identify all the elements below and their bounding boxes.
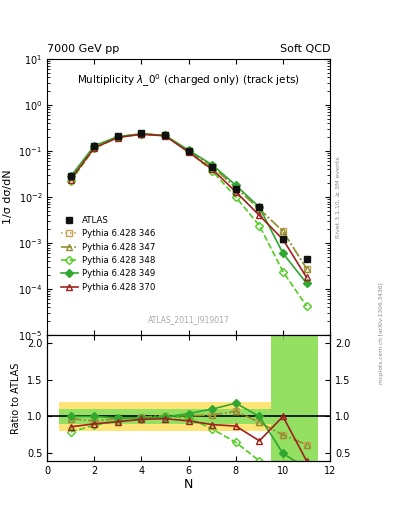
X-axis label: N: N: [184, 478, 193, 492]
Y-axis label: 1/σ dσ/dN: 1/σ dσ/dN: [2, 169, 13, 224]
Legend: ATLAS, Pythia 6.428 346, Pythia 6.428 347, Pythia 6.428 348, Pythia 6.428 349, P: ATLAS, Pythia 6.428 346, Pythia 6.428 34…: [57, 212, 159, 295]
Text: Soft QCD: Soft QCD: [280, 44, 330, 54]
Text: mcplots.cern.ch [arXiv:1306.3436]: mcplots.cern.ch [arXiv:1306.3436]: [379, 282, 384, 383]
Text: Rivet 3.1.10, ≥ 3M events: Rivet 3.1.10, ≥ 3M events: [336, 156, 341, 238]
Text: ATLAS_2011_I919017: ATLAS_2011_I919017: [148, 315, 230, 324]
Text: 7000 GeV pp: 7000 GeV pp: [47, 44, 119, 54]
Y-axis label: Ratio to ATLAS: Ratio to ATLAS: [11, 362, 21, 434]
Text: Multiplicity $\lambda\_0^0$ (charged only) (track jets): Multiplicity $\lambda\_0^0$ (charged onl…: [77, 73, 300, 89]
